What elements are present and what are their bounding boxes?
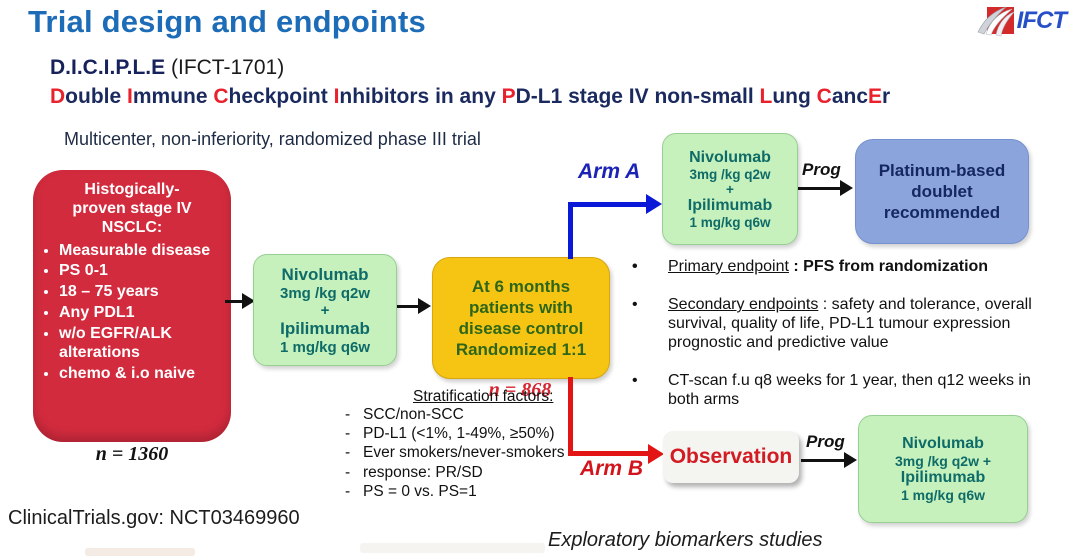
ct-scan-schedule: • CT-scan f.u q8 weeks for 1 year, then …: [632, 372, 1031, 408]
arm-a-arrowhead: [646, 194, 662, 214]
randomization-box: At 6 months patients with disease contro…: [432, 257, 610, 379]
induction-treatment-box: Nivolumab 3mg /kg q2w + Ipilimumab 1 mg/…: [253, 254, 397, 366]
list-item: - PD-L1 (<1%, 1-49%, ≥50%): [345, 425, 555, 443]
list-item: - response: PR/SD: [345, 463, 483, 481]
arm-a-arrow-vertical: [568, 202, 573, 259]
arm-a-treatment-box: Nivolumab 3mg /kg q2w + Ipilimumab 1 mg/…: [662, 133, 798, 245]
ifct-logo: IFCT: [976, 4, 1067, 38]
bottom-artifact: [360, 543, 545, 553]
biomarkers-note: Exploratory biomarkers studies: [548, 529, 823, 551]
arrow-induction-to-randomization: [397, 298, 431, 314]
eligibility-box: Histogically- proven stage IV NSCLC: Mea…: [33, 170, 231, 442]
trial-acronym: D.I.C.I.P.L.E: [50, 56, 166, 79]
list-item: - Ever smokers/never-smokers: [345, 444, 565, 462]
list-item: - PS = 0 vs. PS=1: [345, 482, 477, 500]
arm-a-arrow-horizontal: [568, 202, 648, 207]
list-item: w/o EGFR/ALK alterations: [59, 325, 223, 363]
page-title: Trial design and endpoints: [28, 4, 426, 39]
ifct-logo-icon: [977, 6, 1014, 37]
arm-a-prog-arrow: [798, 180, 853, 196]
eligibility-header: Histogically- proven stage IV NSCLC:: [72, 181, 192, 237]
secondary-endpoints: • Secondary endpoints : safety and toler…: [632, 296, 1032, 351]
arm-b-label: Arm B: [580, 457, 644, 480]
arm-b-prog-arrow: [801, 452, 857, 468]
stratification-header: Stratification factors:: [413, 388, 554, 405]
list-item: Measurable disease: [59, 242, 223, 261]
arm-a-outcome-box: Platinum-based doublet recommended: [855, 139, 1029, 244]
arm-b-outcome-box: Nivolumab 3mg /kg q2w + Ipilimumab 1 mg/…: [858, 415, 1028, 523]
trial-type-text: Multicenter, non-inferiority, randomized…: [64, 129, 481, 149]
arrow-eligibility-to-induction: [225, 293, 255, 309]
arm-b-arrow-vertical: [568, 377, 573, 456]
trial-acronym-line: D.I.C.I.P.L.E (IFCT-1701): [50, 56, 284, 80]
primary-endpoint: • Primary endpoint : PFS from randomizat…: [632, 258, 989, 275]
arm-b-observation-box: Observation: [663, 431, 799, 483]
list-item: 18 – 75 years: [59, 283, 223, 302]
arm-b-arrow-horizontal: [568, 451, 650, 456]
arm-b-prog-label: Prog: [806, 432, 845, 451]
list-item: - SCC/non-SCC: [345, 406, 464, 423]
list-item: PS 0-1: [59, 262, 223, 281]
ifct-logo-text: IFCT: [1016, 7, 1067, 34]
randomized-count: n = 868: [488, 379, 552, 401]
stratification-list: - SCC/non-SCC - PD-L1 (<1%, 1-49%, ≥50%) -…: [345, 405, 565, 501]
arm-b-arrowhead: [648, 444, 664, 464]
trial-subtitle: Double Immune Checkpoint Inhibitors in a…: [50, 85, 891, 108]
list-item: chemo & i.o naive: [59, 365, 223, 384]
trial-code: (IFCT-1701): [165, 56, 285, 79]
arm-a-label: Arm A: [578, 160, 641, 183]
clinicaltrials-registry: ClinicalTrials.gov: NCT03469960: [8, 507, 300, 529]
eligibility-criteria-list: Measurable disease PS 0-1 18 – 75 years …: [33, 242, 231, 384]
bottom-artifact: [85, 548, 195, 556]
enrollment-count: n = 1360: [95, 443, 169, 465]
list-item: Any PDL1: [59, 304, 223, 323]
arm-a-prog-label: Prog: [802, 160, 841, 179]
